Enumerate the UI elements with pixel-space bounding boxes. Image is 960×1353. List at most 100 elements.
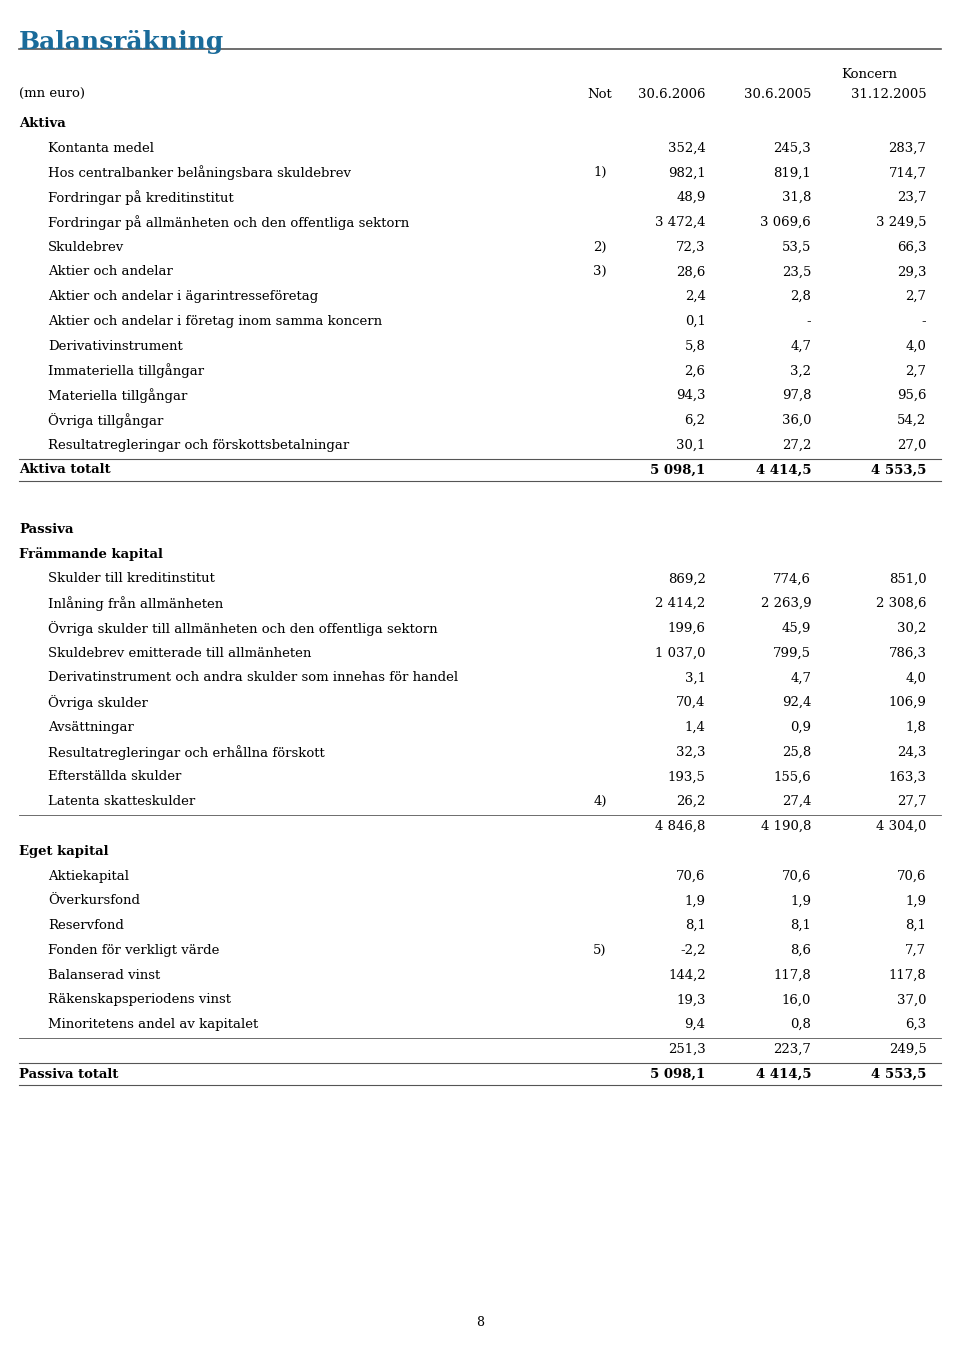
Text: Balansräkning: Balansräkning (19, 30, 225, 54)
Text: 4 846,8: 4 846,8 (656, 820, 706, 833)
Text: 117,8: 117,8 (889, 969, 926, 981)
Text: Skuldebrev emitterade till allmänheten: Skuldebrev emitterade till allmänheten (48, 647, 311, 660)
Text: 1,9: 1,9 (905, 894, 926, 908)
Text: 819,1: 819,1 (774, 166, 811, 180)
Text: 0,9: 0,9 (790, 721, 811, 733)
Text: 155,6: 155,6 (774, 770, 811, 783)
Text: 144,2: 144,2 (668, 969, 706, 981)
Text: 30,1: 30,1 (676, 438, 706, 452)
Text: Aktiva: Aktiva (19, 116, 66, 130)
Text: -: - (922, 315, 926, 327)
Text: Koncern: Koncern (841, 68, 897, 81)
Text: 9,4: 9,4 (684, 1017, 706, 1031)
Text: 8,1: 8,1 (684, 919, 706, 932)
Text: 3,1: 3,1 (684, 671, 706, 685)
Text: 251,3: 251,3 (668, 1043, 706, 1055)
Text: Resultatregleringar och erhållna förskott: Resultatregleringar och erhållna förskot… (48, 744, 324, 759)
Text: 70,6: 70,6 (676, 870, 706, 882)
Text: 8: 8 (476, 1315, 484, 1329)
Text: 3,2: 3,2 (790, 364, 811, 377)
Text: 4 414,5: 4 414,5 (756, 1068, 811, 1081)
Text: 36,0: 36,0 (781, 414, 811, 428)
Text: 4 553,5: 4 553,5 (871, 464, 926, 476)
Text: 4,7: 4,7 (790, 671, 811, 685)
Text: 799,5: 799,5 (773, 647, 811, 660)
Text: Derivativinstrument: Derivativinstrument (48, 340, 182, 353)
Text: 7,7: 7,7 (905, 944, 926, 957)
Text: 2): 2) (593, 241, 607, 253)
Text: 8,1: 8,1 (790, 919, 811, 932)
Text: 4,0: 4,0 (905, 671, 926, 685)
Text: 4,7: 4,7 (790, 340, 811, 353)
Text: 66,3: 66,3 (897, 241, 926, 253)
Text: -2,2: -2,2 (680, 944, 706, 957)
Text: Aktier och andelar: Aktier och andelar (48, 265, 173, 279)
Text: 2,4: 2,4 (684, 290, 706, 303)
Text: 5 098,1: 5 098,1 (650, 1068, 706, 1081)
Text: 72,3: 72,3 (676, 241, 706, 253)
Text: Balanserad vinst: Balanserad vinst (48, 969, 160, 981)
Text: 54,2: 54,2 (898, 414, 926, 428)
Text: Efterställda skulder: Efterställda skulder (48, 770, 181, 783)
Text: 6,2: 6,2 (684, 414, 706, 428)
Text: 1,4: 1,4 (684, 721, 706, 733)
Text: Överkursfond: Överkursfond (48, 894, 140, 908)
Text: 2 263,9: 2 263,9 (760, 597, 811, 610)
Text: 3): 3) (593, 265, 607, 279)
Text: 6,3: 6,3 (905, 1017, 926, 1031)
Text: Fonden för verkligt värde: Fonden för verkligt värde (48, 944, 220, 957)
Text: 16,0: 16,0 (781, 993, 811, 1007)
Text: 31,8: 31,8 (781, 191, 811, 204)
Text: 199,6: 199,6 (667, 622, 706, 635)
Text: 8,1: 8,1 (905, 919, 926, 932)
Text: 3 472,4: 3 472,4 (655, 216, 706, 229)
Text: 5,8: 5,8 (684, 340, 706, 353)
Text: 223,7: 223,7 (774, 1043, 811, 1055)
Text: 4 553,5: 4 553,5 (871, 1068, 926, 1081)
Text: 5 098,1: 5 098,1 (650, 464, 706, 476)
Text: 28,6: 28,6 (676, 265, 706, 279)
Text: Resultatregleringar och förskottsbetalningar: Resultatregleringar och förskottsbetalni… (48, 438, 349, 452)
Text: -: - (806, 315, 811, 327)
Text: 70,4: 70,4 (676, 697, 706, 709)
Text: 106,9: 106,9 (889, 697, 926, 709)
Text: Övriga skulder till allmänheten och den offentliga sektorn: Övriga skulder till allmänheten och den … (48, 621, 438, 636)
Text: 982,1: 982,1 (668, 166, 706, 180)
Text: 3 249,5: 3 249,5 (876, 216, 926, 229)
Text: Derivatinstrument och andra skulder som innehas för handel: Derivatinstrument och andra skulder som … (48, 671, 458, 685)
Text: 249,5: 249,5 (889, 1043, 926, 1055)
Text: 23,7: 23,7 (897, 191, 926, 204)
Text: Skulder till kreditinstitut: Skulder till kreditinstitut (48, 572, 215, 586)
Text: 714,7: 714,7 (889, 166, 926, 180)
Text: 53,5: 53,5 (781, 241, 811, 253)
Text: 4 190,8: 4 190,8 (761, 820, 811, 833)
Text: Not: Not (588, 88, 612, 101)
Text: 1,8: 1,8 (905, 721, 926, 733)
Text: 163,3: 163,3 (888, 770, 926, 783)
Text: 24,3: 24,3 (897, 746, 926, 759)
Text: Övriga skulder: Övriga skulder (48, 695, 148, 710)
Text: 4 414,5: 4 414,5 (756, 464, 811, 476)
Text: 2,7: 2,7 (905, 364, 926, 377)
Text: 2,6: 2,6 (684, 364, 706, 377)
Text: 25,8: 25,8 (782, 746, 811, 759)
Text: 117,8: 117,8 (774, 969, 811, 981)
Text: 193,5: 193,5 (668, 770, 706, 783)
Text: 30,2: 30,2 (897, 622, 926, 635)
Text: Räkenskapsperiodens vinst: Räkenskapsperiodens vinst (48, 993, 231, 1007)
Text: 5): 5) (593, 944, 607, 957)
Text: Reservfond: Reservfond (48, 919, 124, 932)
Text: Passiva: Passiva (19, 522, 74, 536)
Text: Materiella tillgångar: Materiella tillgångar (48, 388, 187, 403)
Text: Aktier och andelar i företag inom samma koncern: Aktier och andelar i företag inom samma … (48, 315, 382, 327)
Text: 95,6: 95,6 (897, 390, 926, 402)
Text: 2,8: 2,8 (790, 290, 811, 303)
Text: 1,9: 1,9 (790, 894, 811, 908)
Text: Hos centralbanker belåningsbara skuldebrev: Hos centralbanker belåningsbara skuldebr… (48, 165, 351, 180)
Text: 2,7: 2,7 (905, 290, 926, 303)
Text: 94,3: 94,3 (676, 390, 706, 402)
Text: 4 304,0: 4 304,0 (876, 820, 926, 833)
Text: 2 414,2: 2 414,2 (656, 597, 706, 610)
Text: 70,6: 70,6 (897, 870, 926, 882)
Text: Kontanta medel: Kontanta medel (48, 142, 154, 154)
